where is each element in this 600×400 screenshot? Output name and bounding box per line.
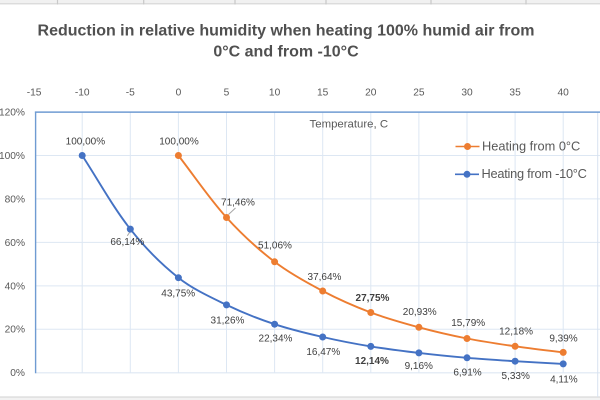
svg-text:15,79%: 15,79% [451, 318, 485, 329]
svg-text:35: 35 [509, 88, 521, 99]
svg-text:0%: 0% [10, 368, 25, 379]
svg-text:9,39%: 9,39% [549, 333, 577, 344]
svg-text:0: 0 [176, 88, 182, 99]
svg-text:9,16%: 9,16% [405, 361, 433, 372]
svg-text:20: 20 [365, 88, 377, 99]
svg-text:120%: 120% [0, 107, 25, 118]
svg-text:4,11%: 4,11% [550, 374, 578, 385]
svg-text:6,91%: 6,91% [453, 367, 481, 378]
svg-text:10: 10 [269, 88, 281, 99]
svg-text:20%: 20% [5, 325, 25, 336]
svg-text:43,75%: 43,75% [161, 288, 195, 299]
svg-text:25: 25 [413, 88, 425, 99]
svg-text:Heating from 0°C: Heating from 0°C [482, 138, 580, 153]
svg-text:12,18%: 12,18% [499, 327, 533, 338]
svg-text:40%: 40% [5, 281, 25, 292]
svg-text:16,47%: 16,47% [306, 347, 340, 358]
svg-text:15: 15 [317, 88, 329, 99]
svg-text:40: 40 [558, 88, 570, 99]
svg-text:-5: -5 [126, 88, 135, 99]
svg-text:30: 30 [461, 88, 473, 99]
svg-text:Temperature, C: Temperature, C [310, 118, 389, 130]
svg-text:37,64%: 37,64% [308, 272, 342, 283]
svg-text:20,93%: 20,93% [403, 307, 437, 318]
svg-text:31,26%: 31,26% [211, 315, 245, 326]
svg-text:0°C and from -10°C: 0°C and from -10°C [213, 44, 359, 61]
svg-text:80%: 80% [5, 194, 25, 205]
svg-text:71,46%: 71,46% [221, 198, 255, 209]
svg-text:66,14%: 66,14% [110, 237, 144, 248]
svg-text:Heating from -10°C: Heating from -10°C [482, 166, 587, 181]
svg-text:22,34%: 22,34% [259, 333, 293, 344]
svg-text:Reduction in relative humidity: Reduction in relative humidity when heat… [38, 23, 535, 40]
svg-text:5,33%: 5,33% [502, 371, 530, 382]
svg-text:5: 5 [224, 88, 230, 99]
svg-text:-10: -10 [75, 88, 90, 99]
svg-text:100,00%: 100,00% [66, 137, 106, 148]
svg-text:-15: -15 [27, 88, 42, 99]
svg-text:60%: 60% [5, 238, 25, 249]
svg-text:100,00%: 100,00% [159, 137, 199, 148]
svg-text:27,75%: 27,75% [356, 293, 390, 304]
svg-text:100%: 100% [0, 151, 25, 162]
svg-text:12,14%: 12,14% [355, 356, 389, 367]
svg-text:51,06%: 51,06% [258, 240, 292, 251]
